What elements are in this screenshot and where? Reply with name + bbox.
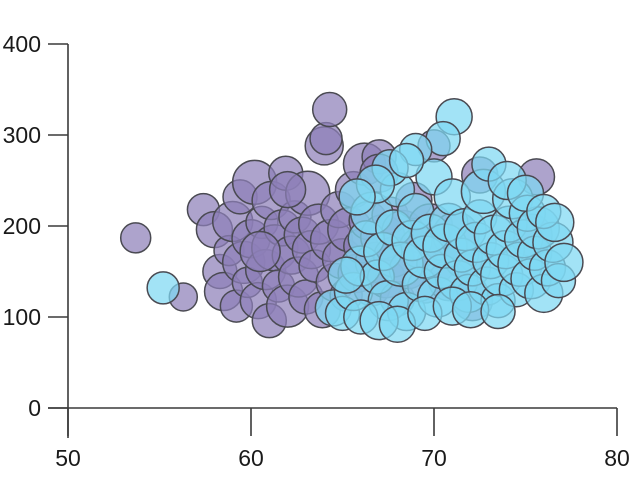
data-point <box>327 256 365 294</box>
data-point <box>119 222 152 254</box>
data-point <box>535 202 575 243</box>
tick-labels: 0 100 200 300 400 50 60 70 80 <box>3 31 630 471</box>
y-tick-label: 400 <box>3 31 41 57</box>
data-point <box>309 121 343 156</box>
y-tick-label: 200 <box>3 213 41 239</box>
y-tick-label: 100 <box>3 304 41 330</box>
data-point <box>388 142 425 179</box>
x-tick-label: 50 <box>55 445 81 471</box>
data-point <box>146 271 180 305</box>
y-tick-label: 300 <box>3 122 41 148</box>
x-tick-label: 80 <box>604 445 630 471</box>
data-point <box>480 293 516 330</box>
y-tick-label: 0 <box>28 395 41 421</box>
data-point <box>268 170 307 209</box>
data-point <box>311 91 348 128</box>
data-point <box>544 242 584 283</box>
data-point <box>338 178 376 216</box>
x-tick-label: 70 <box>421 445 447 471</box>
series-cyan-bubbles <box>146 98 584 344</box>
axes <box>48 43 618 438</box>
data-point <box>239 230 281 273</box>
x-tick-label: 60 <box>238 445 264 471</box>
